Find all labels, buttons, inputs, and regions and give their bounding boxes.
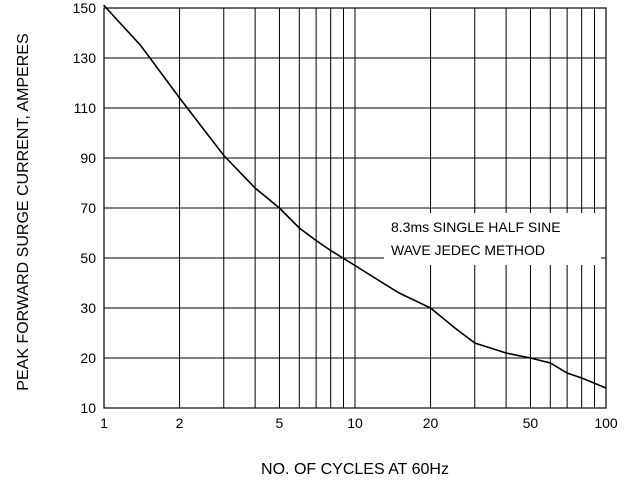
- grid: [103, 7, 607, 409]
- y-tick-labels: 10 20 30 50 70 90 110 130 150: [73, 0, 97, 416]
- data-point: [549, 362, 552, 364]
- data-points: [103, 4, 607, 389]
- data-point: [278, 207, 281, 209]
- y-tick-label: 110: [74, 100, 97, 116]
- data-point: [605, 387, 607, 389]
- data-point: [354, 264, 356, 267]
- y-tick-label: 50: [80, 250, 96, 266]
- data-point: [454, 327, 456, 329]
- data-point: [315, 239, 317, 242]
- data-point: [178, 97, 181, 99]
- data-point: [329, 249, 332, 252]
- data-point: [398, 292, 400, 294]
- data-point: [298, 227, 301, 229]
- x-tick-label: 5: [276, 415, 284, 431]
- annotation-line-2: WAVE JEDEC METHOD: [391, 242, 545, 258]
- annotation-line-1: 8.3ms SINGLE HALF SINE: [391, 219, 561, 235]
- y-tick-label: 130: [73, 50, 97, 66]
- data-point: [529, 357, 532, 359]
- annotation-box: 8.3ms SINGLE HALF SINE WAVE JEDEC METHOD: [384, 213, 601, 265]
- data-point: [505, 352, 507, 354]
- x-tick-label: 2: [176, 415, 184, 431]
- plot-frame: [103, 7, 607, 409]
- x-tick-label: 20: [423, 415, 439, 431]
- x-tick-labels: 1 2 5 10 20 50 100: [100, 415, 618, 431]
- y-tick-label: 150: [73, 0, 97, 16]
- y-tick-label: 20: [80, 350, 96, 366]
- data-point: [473, 342, 476, 344]
- x-axis-label: NO. OF CYCLES AT 60Hz: [261, 461, 449, 478]
- y-tick-label: 70: [80, 200, 96, 216]
- x-tick-label: 100: [594, 415, 618, 431]
- data-point: [374, 277, 376, 279]
- data-point: [566, 372, 568, 374]
- y-tick-label: 30: [80, 300, 96, 316]
- y-tick-label: 10: [80, 400, 96, 416]
- x-tick-label: 1: [100, 415, 108, 431]
- y-tick-label: 90: [80, 150, 96, 166]
- data-point: [139, 44, 142, 47]
- y-axis-label: PEAK FORWARD SURGE CURRENT, AMPERES: [15, 33, 32, 390]
- data-point: [580, 377, 583, 379]
- x-tick-label: 10: [347, 415, 363, 431]
- data-point: [429, 307, 432, 309]
- data-point: [222, 154, 225, 157]
- annotation-background: [384, 213, 601, 265]
- data-point: [103, 4, 105, 7]
- x-tick-label: 50: [523, 415, 539, 431]
- data-point: [254, 187, 256, 189]
